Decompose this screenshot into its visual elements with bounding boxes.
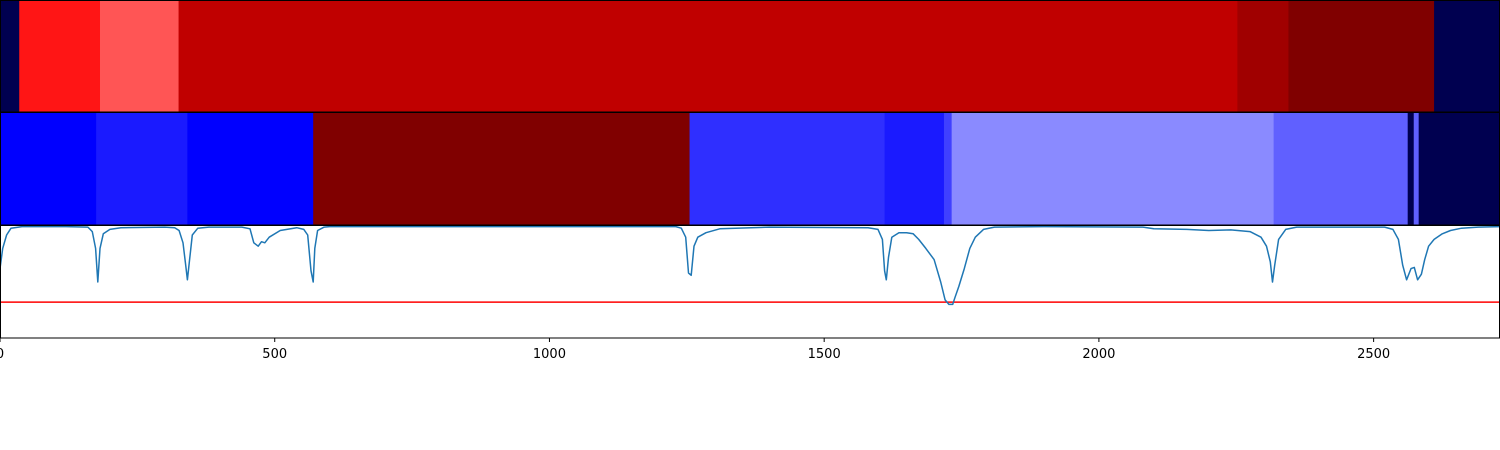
heatmap-middle-segment-5	[884, 113, 945, 225]
x-tick-label-2000: 2000	[1082, 347, 1115, 362]
heatmap-middle-segment-2	[187, 113, 314, 225]
series-line	[0, 225, 1500, 306]
heatmap-top-segment-3	[178, 1, 1238, 112]
line-plot-frame	[0, 225, 1500, 339]
x-tick-label-500: 500	[262, 347, 287, 362]
x-tick-label-1500: 1500	[808, 347, 841, 362]
x-tick-label-1000: 1000	[533, 347, 566, 362]
heatmap-middle-segment-10	[1413, 113, 1420, 225]
heatmap-middle-segment-11	[1418, 113, 1500, 225]
heatmap-top-segment-4	[1237, 1, 1290, 112]
x-tick-label-2500: 2500	[1357, 347, 1390, 362]
heatmap-middle-segment-4	[689, 113, 886, 225]
line-plot	[0, 225, 1500, 306]
heatmap-top-segment-6	[1434, 1, 1500, 112]
x-tick-label-0: 0	[0, 347, 4, 362]
x-axis: 0 500 1000 1500 2000 2500	[0, 338, 1390, 362]
heatmap-top-segment-5	[1288, 1, 1435, 112]
heatmap-middle-segment-8	[1273, 113, 1409, 225]
heatmap-top-segment-2	[100, 1, 180, 112]
heatmap-middle-segment-9	[1407, 113, 1415, 225]
heatmap-top-segment-1	[19, 1, 101, 112]
heatmap-strip-top	[0, 1, 1500, 112]
heatmap-strip-middle	[0, 113, 1500, 225]
heatmap-top-segment-0	[0, 1, 20, 112]
heatmap-middle-segment-3	[313, 113, 691, 225]
heatmap-middle-segment-1	[96, 113, 188, 225]
heatmap-middle-segment-7	[951, 113, 1275, 225]
heatmap-middle-segment-6	[943, 113, 953, 225]
heatmap-middle-segment-0	[0, 113, 97, 225]
